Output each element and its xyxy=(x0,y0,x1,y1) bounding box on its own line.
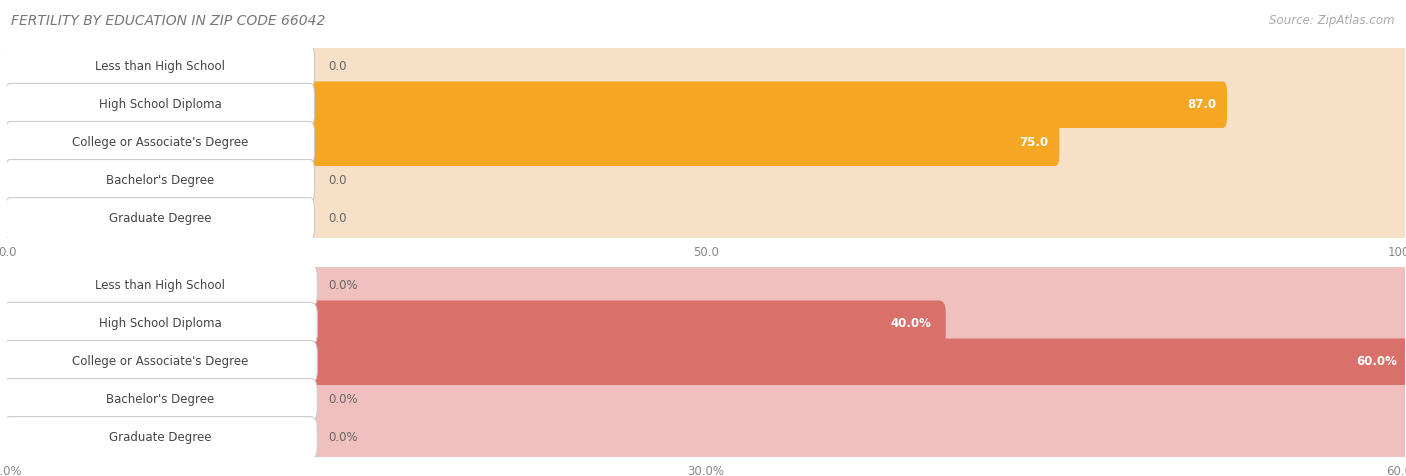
Text: Less than High School: Less than High School xyxy=(96,60,225,73)
Text: 0.0%: 0.0% xyxy=(329,279,359,292)
Text: High School Diploma: High School Diploma xyxy=(98,317,221,330)
Text: 0.0%: 0.0% xyxy=(329,393,359,407)
FancyBboxPatch shape xyxy=(3,416,318,459)
FancyBboxPatch shape xyxy=(3,264,318,307)
FancyBboxPatch shape xyxy=(3,119,1059,166)
FancyBboxPatch shape xyxy=(3,81,1406,128)
Text: 75.0: 75.0 xyxy=(1019,136,1049,149)
FancyBboxPatch shape xyxy=(6,83,315,126)
Text: High School Diploma: High School Diploma xyxy=(98,98,221,111)
Text: Graduate Degree: Graduate Degree xyxy=(108,212,211,226)
FancyBboxPatch shape xyxy=(6,198,315,240)
FancyBboxPatch shape xyxy=(3,378,318,421)
FancyBboxPatch shape xyxy=(3,302,318,345)
Text: 0.0: 0.0 xyxy=(329,60,347,73)
Text: 40.0%: 40.0% xyxy=(891,317,932,330)
FancyBboxPatch shape xyxy=(3,119,1406,166)
FancyBboxPatch shape xyxy=(0,300,1406,347)
FancyBboxPatch shape xyxy=(0,415,1406,461)
FancyBboxPatch shape xyxy=(0,262,1406,309)
Text: Source: ZipAtlas.com: Source: ZipAtlas.com xyxy=(1270,14,1395,27)
Text: 0.0: 0.0 xyxy=(329,174,347,188)
Text: 0.0%: 0.0% xyxy=(329,431,359,445)
FancyBboxPatch shape xyxy=(3,81,1227,128)
FancyBboxPatch shape xyxy=(3,196,1406,242)
FancyBboxPatch shape xyxy=(3,43,1406,90)
FancyBboxPatch shape xyxy=(6,121,315,164)
Text: Bachelor's Degree: Bachelor's Degree xyxy=(105,393,214,407)
FancyBboxPatch shape xyxy=(0,338,1406,385)
FancyBboxPatch shape xyxy=(0,300,946,347)
FancyBboxPatch shape xyxy=(3,158,1406,204)
Text: FERTILITY BY EDUCATION IN ZIP CODE 66042: FERTILITY BY EDUCATION IN ZIP CODE 66042 xyxy=(11,14,326,28)
Text: 87.0: 87.0 xyxy=(1187,98,1216,111)
Text: Less than High School: Less than High School xyxy=(96,279,225,292)
FancyBboxPatch shape xyxy=(6,159,315,202)
Text: College or Associate's Degree: College or Associate's Degree xyxy=(72,355,249,368)
FancyBboxPatch shape xyxy=(0,377,1406,423)
Text: Bachelor's Degree: Bachelor's Degree xyxy=(105,174,214,188)
FancyBboxPatch shape xyxy=(0,338,1406,385)
FancyBboxPatch shape xyxy=(6,45,315,88)
Text: 0.0: 0.0 xyxy=(329,212,347,226)
FancyBboxPatch shape xyxy=(3,340,318,383)
Text: College or Associate's Degree: College or Associate's Degree xyxy=(72,136,249,149)
Text: 60.0%: 60.0% xyxy=(1357,355,1398,368)
Text: Graduate Degree: Graduate Degree xyxy=(108,431,211,445)
